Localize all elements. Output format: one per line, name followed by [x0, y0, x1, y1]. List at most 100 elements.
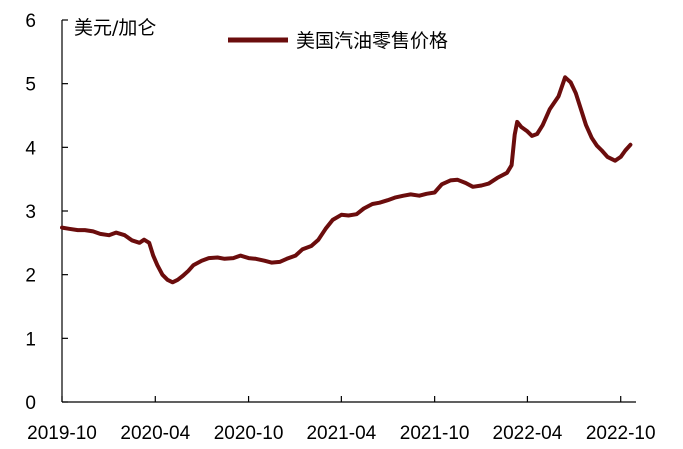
series-point [215, 255, 220, 260]
series-point [579, 107, 583, 111]
series-point [401, 194, 406, 198]
series-point [623, 148, 627, 153]
y-axis: 0 1 2 3 4 5 6 [25, 11, 68, 414]
x-tick-label: 2021-10 [400, 423, 470, 444]
series-point [505, 171, 509, 175]
series-point [309, 244, 313, 248]
series-point [563, 75, 567, 79]
x-axis-ticks: 2019-10 2020-04 2020-10 2021-04 2021-10 2022-… [27, 396, 656, 444]
series-point [262, 259, 266, 263]
legend-label: 美国汽油零售价格 [296, 30, 448, 52]
y-tick-label: 5 [25, 75, 36, 96]
y-tick-label: 4 [25, 138, 36, 159]
series-point [238, 254, 242, 258]
series-point [393, 196, 397, 200]
series-point [114, 231, 118, 235]
series-point [440, 182, 444, 186]
series-point [513, 133, 517, 137]
series-point [176, 278, 180, 282]
series-point [417, 194, 421, 198]
series-point [91, 229, 95, 233]
series-point [186, 269, 190, 273]
y-axis-ticks: 0 1 2 3 4 5 6 [25, 11, 68, 414]
series-point [530, 134, 534, 138]
series-point [605, 155, 610, 159]
series-point [331, 218, 335, 222]
series-point [613, 159, 617, 163]
series-point [535, 132, 539, 136]
series-point [293, 254, 298, 258]
series-point [191, 263, 196, 267]
series-line [60, 75, 633, 285]
series-point [83, 228, 87, 232]
series-point [181, 274, 185, 278]
x-tick-label: 2019-10 [27, 423, 97, 444]
series-point [98, 232, 102, 236]
series-point [479, 183, 484, 188]
series-point [510, 163, 514, 167]
series-point [548, 107, 552, 111]
series-point [370, 202, 374, 206]
series-point [151, 254, 155, 258]
series-point [324, 227, 328, 231]
x-tick-label: 2022-04 [493, 423, 563, 444]
series-point [316, 238, 320, 242]
series-point [448, 178, 452, 182]
series-point [147, 241, 151, 245]
series-points [60, 75, 633, 284]
series-point [515, 120, 519, 124]
y-tick-label: 1 [25, 329, 36, 350]
x-axis: 2019-10 2020-04 2020-10 2021-04 2021-10 2022-… [27, 396, 656, 444]
series-point [278, 260, 282, 264]
x-tick-label: 2020-04 [120, 423, 190, 444]
y-tick-label: 0 [25, 393, 36, 414]
series-point [595, 143, 599, 147]
series-point [301, 247, 305, 251]
y-tick-label: 6 [25, 11, 36, 32]
series-point [142, 238, 146, 242]
series-point [223, 257, 227, 261]
series-point [574, 91, 578, 95]
series-point [424, 192, 429, 196]
series-point [386, 198, 390, 202]
series-point [487, 182, 491, 186]
x-tick-label: 2020-10 [214, 423, 284, 444]
x-tick-label: 2022-10 [586, 423, 656, 444]
series-point [569, 80, 573, 84]
x-tick-label: 2021-04 [306, 423, 376, 444]
y-tick-label: 2 [25, 266, 36, 287]
series-point [409, 192, 413, 196]
series-point [107, 233, 111, 237]
y-tick-label: 3 [25, 202, 36, 223]
series-point [541, 123, 545, 127]
series-point [76, 228, 80, 232]
series-point [165, 278, 170, 282]
series-point [60, 226, 64, 230]
series-point [378, 201, 382, 205]
series-point [67, 227, 71, 231]
series-point [231, 256, 235, 260]
series-point [346, 213, 351, 218]
series-point [619, 155, 623, 159]
series-point [130, 238, 134, 242]
series-point [160, 273, 164, 277]
series-point [171, 280, 175, 284]
series-point [137, 241, 142, 245]
series-point [433, 190, 437, 195]
series-point [123, 233, 127, 237]
y-unit-label: 美元/加仑 [74, 17, 156, 39]
series-point [628, 143, 633, 147]
series-point [285, 257, 289, 261]
series-point [269, 261, 274, 265]
series-point [155, 263, 159, 267]
series-point [254, 257, 258, 261]
series-point [464, 181, 468, 185]
series-point [207, 256, 211, 260]
series-point [471, 185, 475, 189]
series-point [525, 129, 530, 133]
series-point [339, 213, 343, 217]
series-point [456, 178, 460, 182]
series-point [355, 212, 359, 216]
series-point [495, 176, 499, 180]
